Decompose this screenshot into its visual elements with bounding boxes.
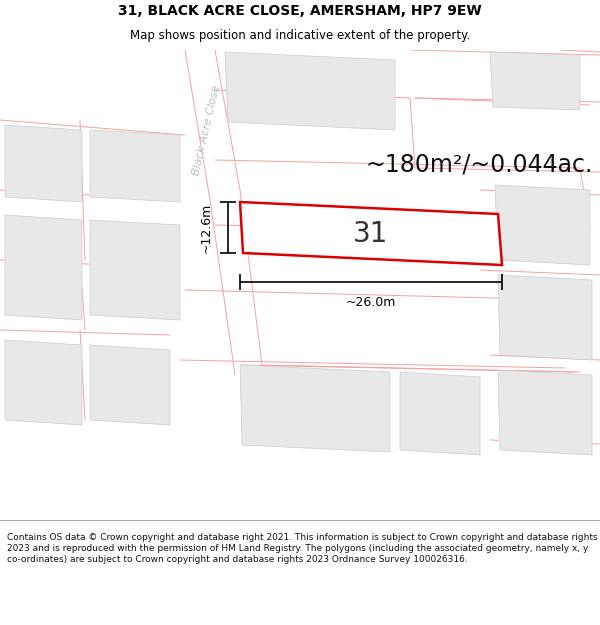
Polygon shape [5, 340, 82, 425]
Polygon shape [90, 220, 180, 320]
Polygon shape [240, 365, 390, 452]
Text: Contains OS data © Crown copyright and database right 2021. This information is : Contains OS data © Crown copyright and d… [7, 532, 598, 564]
Polygon shape [5, 215, 82, 320]
Polygon shape [225, 52, 395, 130]
Polygon shape [495, 185, 590, 265]
Text: 31: 31 [353, 219, 388, 248]
Text: ~180m²/~0.044ac.: ~180m²/~0.044ac. [365, 153, 592, 177]
Text: ~12.6m: ~12.6m [199, 202, 212, 252]
Polygon shape [490, 52, 580, 110]
Polygon shape [5, 125, 82, 202]
Polygon shape [400, 372, 480, 455]
Polygon shape [498, 275, 592, 360]
Text: 31, BLACK ACRE CLOSE, AMERSHAM, HP7 9EW: 31, BLACK ACRE CLOSE, AMERSHAM, HP7 9EW [118, 4, 482, 18]
Polygon shape [498, 370, 592, 455]
Polygon shape [240, 202, 502, 265]
Polygon shape [90, 345, 170, 425]
Polygon shape [90, 130, 180, 202]
Text: Black Acre Close: Black Acre Close [191, 84, 223, 176]
Text: Map shows position and indicative extent of the property.: Map shows position and indicative extent… [130, 29, 470, 42]
Text: ~26.0m: ~26.0m [346, 296, 396, 309]
